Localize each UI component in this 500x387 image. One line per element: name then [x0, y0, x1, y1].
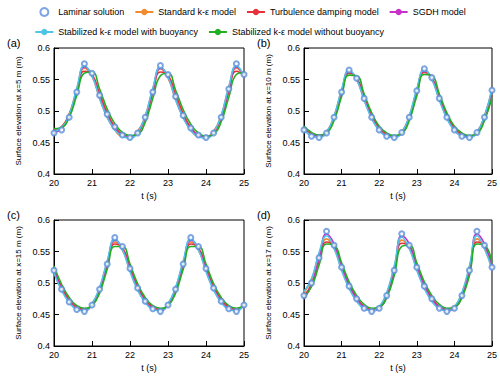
svg-text:Surface elevation at x=10 m (m: Surface elevation at x=10 m (m)	[264, 54, 273, 168]
svg-text:Surface elevation at x=15 m (m: Surface elevation at x=15 m (m)	[14, 226, 23, 340]
svg-text:22: 22	[374, 178, 384, 188]
svg-text:(c): (c)	[7, 209, 20, 221]
svg-text:0.55: 0.55	[282, 75, 300, 85]
svg-text:20: 20	[299, 178, 309, 188]
svg-text:t (s): t (s)	[141, 191, 157, 201]
svg-text:0.55: 0.55	[282, 247, 300, 257]
svg-text:20: 20	[49, 178, 59, 188]
svg-text:(a): (a)	[7, 37, 20, 49]
svg-text:0.45: 0.45	[32, 138, 50, 148]
svg-text:24: 24	[201, 178, 211, 188]
svg-text:(b): (b)	[257, 37, 270, 49]
svg-text:21: 21	[87, 178, 97, 188]
svg-text:20: 20	[49, 350, 59, 360]
svg-text:t (s): t (s)	[390, 191, 406, 201]
svg-text:0.4: 0.4	[287, 341, 300, 351]
svg-text:Stabilized k-ε model with buoy: Stabilized k-ε model with buoyancy	[58, 27, 198, 37]
svg-text:24: 24	[449, 350, 459, 360]
svg-text:0.4: 0.4	[287, 169, 300, 179]
svg-text:Surface elevation at x=5 m (m): Surface elevation at x=5 m (m)	[14, 56, 23, 165]
svg-text:25: 25	[239, 350, 249, 360]
svg-text:0.4: 0.4	[37, 169, 50, 179]
svg-text:23: 23	[163, 178, 173, 188]
svg-text:0.5: 0.5	[287, 106, 300, 116]
svg-text:SGDH model: SGDH model	[413, 7, 466, 17]
svg-text:0.5: 0.5	[37, 278, 50, 288]
svg-text:0.6: 0.6	[37, 215, 50, 225]
svg-text:22: 22	[125, 178, 135, 188]
svg-text:(d): (d)	[257, 209, 270, 221]
svg-text:0.4: 0.4	[37, 341, 50, 351]
svg-text:22: 22	[125, 350, 135, 360]
svg-text:21: 21	[87, 350, 97, 360]
svg-text:25: 25	[239, 178, 249, 188]
svg-text:21: 21	[337, 350, 347, 360]
svg-text:0.55: 0.55	[32, 75, 50, 85]
svg-text:0.55: 0.55	[32, 247, 50, 257]
svg-text:22: 22	[374, 350, 384, 360]
svg-text:0.45: 0.45	[282, 310, 300, 320]
svg-text:Surface elevation at x=17 m (m: Surface elevation at x=17 m (m)	[264, 226, 273, 340]
svg-text:23: 23	[163, 350, 173, 360]
svg-text:0.45: 0.45	[282, 138, 300, 148]
svg-text:Standard k-ε model: Standard k-ε model	[158, 7, 236, 17]
svg-text:0.6: 0.6	[287, 215, 300, 225]
svg-text:24: 24	[201, 350, 211, 360]
svg-text:23: 23	[412, 178, 422, 188]
svg-text:Laminar solution: Laminar solution	[58, 7, 124, 17]
svg-text:0.6: 0.6	[287, 43, 300, 53]
svg-text:0.5: 0.5	[287, 278, 300, 288]
svg-text:21: 21	[337, 178, 347, 188]
svg-text:0.5: 0.5	[37, 106, 50, 116]
svg-text:0.6: 0.6	[37, 43, 50, 53]
svg-text:20: 20	[299, 350, 309, 360]
svg-text:t (s): t (s)	[141, 363, 157, 373]
svg-text:t (s): t (s)	[390, 363, 406, 373]
svg-text:24: 24	[449, 178, 459, 188]
svg-text:0.45: 0.45	[32, 310, 50, 320]
svg-text:Turbulence damping model: Turbulence damping model	[270, 7, 379, 17]
svg-text:25: 25	[487, 350, 497, 360]
svg-text:Stabilized k-ε model without b: Stabilized k-ε model without buoyancy	[232, 27, 385, 37]
svg-text:25: 25	[487, 178, 497, 188]
svg-text:23: 23	[412, 350, 422, 360]
